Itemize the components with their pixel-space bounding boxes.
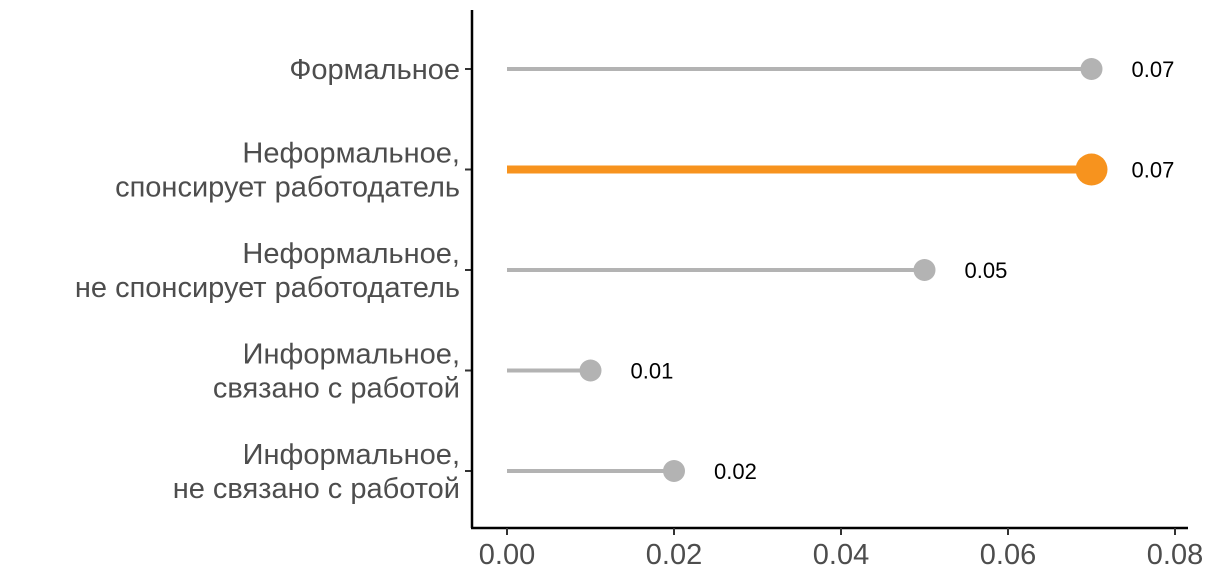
category-label: Информальное, xyxy=(243,339,460,371)
x-tick-label: 0.04 xyxy=(813,539,869,571)
value-labels-layer: 0.07 0.07 0.05 0.01 0.02 xyxy=(631,57,1175,484)
value-label: 0.02 xyxy=(714,459,757,484)
category-label: не связано с работой xyxy=(173,473,460,505)
category-label: спонсирует работодатель xyxy=(115,172,460,204)
axes-layer: 0.00 0.02 0.04 0.06 0.08 xyxy=(465,10,1203,571)
category-label: Формальное xyxy=(289,54,460,86)
value-label: 0.07 xyxy=(1132,57,1175,82)
x-tick-label: 0.02 xyxy=(646,539,702,571)
lollipop-dot xyxy=(663,460,685,482)
value-label: 0.07 xyxy=(1132,158,1175,183)
stems-layer xyxy=(507,67,1092,473)
category-label: Информальное, xyxy=(243,439,460,471)
x-tick-label: 0.06 xyxy=(980,539,1036,571)
category-label: связано с работой xyxy=(213,373,460,405)
lollipop-dot xyxy=(1080,58,1103,80)
value-label: 0.01 xyxy=(631,359,674,384)
lollipop-dot xyxy=(1075,153,1108,186)
category-label: Неформальное, xyxy=(242,138,460,170)
x-tick-label: 0.08 xyxy=(1147,539,1203,571)
dots-layer xyxy=(579,58,1108,482)
category-label: Неформальное, xyxy=(242,238,460,270)
value-label: 0.05 xyxy=(965,258,1008,283)
x-tick-label: 0.00 xyxy=(479,539,535,571)
lollipop-dot xyxy=(579,359,602,382)
lollipop-dot xyxy=(913,259,936,281)
category-label: не спонсирует работодатель xyxy=(75,272,460,304)
